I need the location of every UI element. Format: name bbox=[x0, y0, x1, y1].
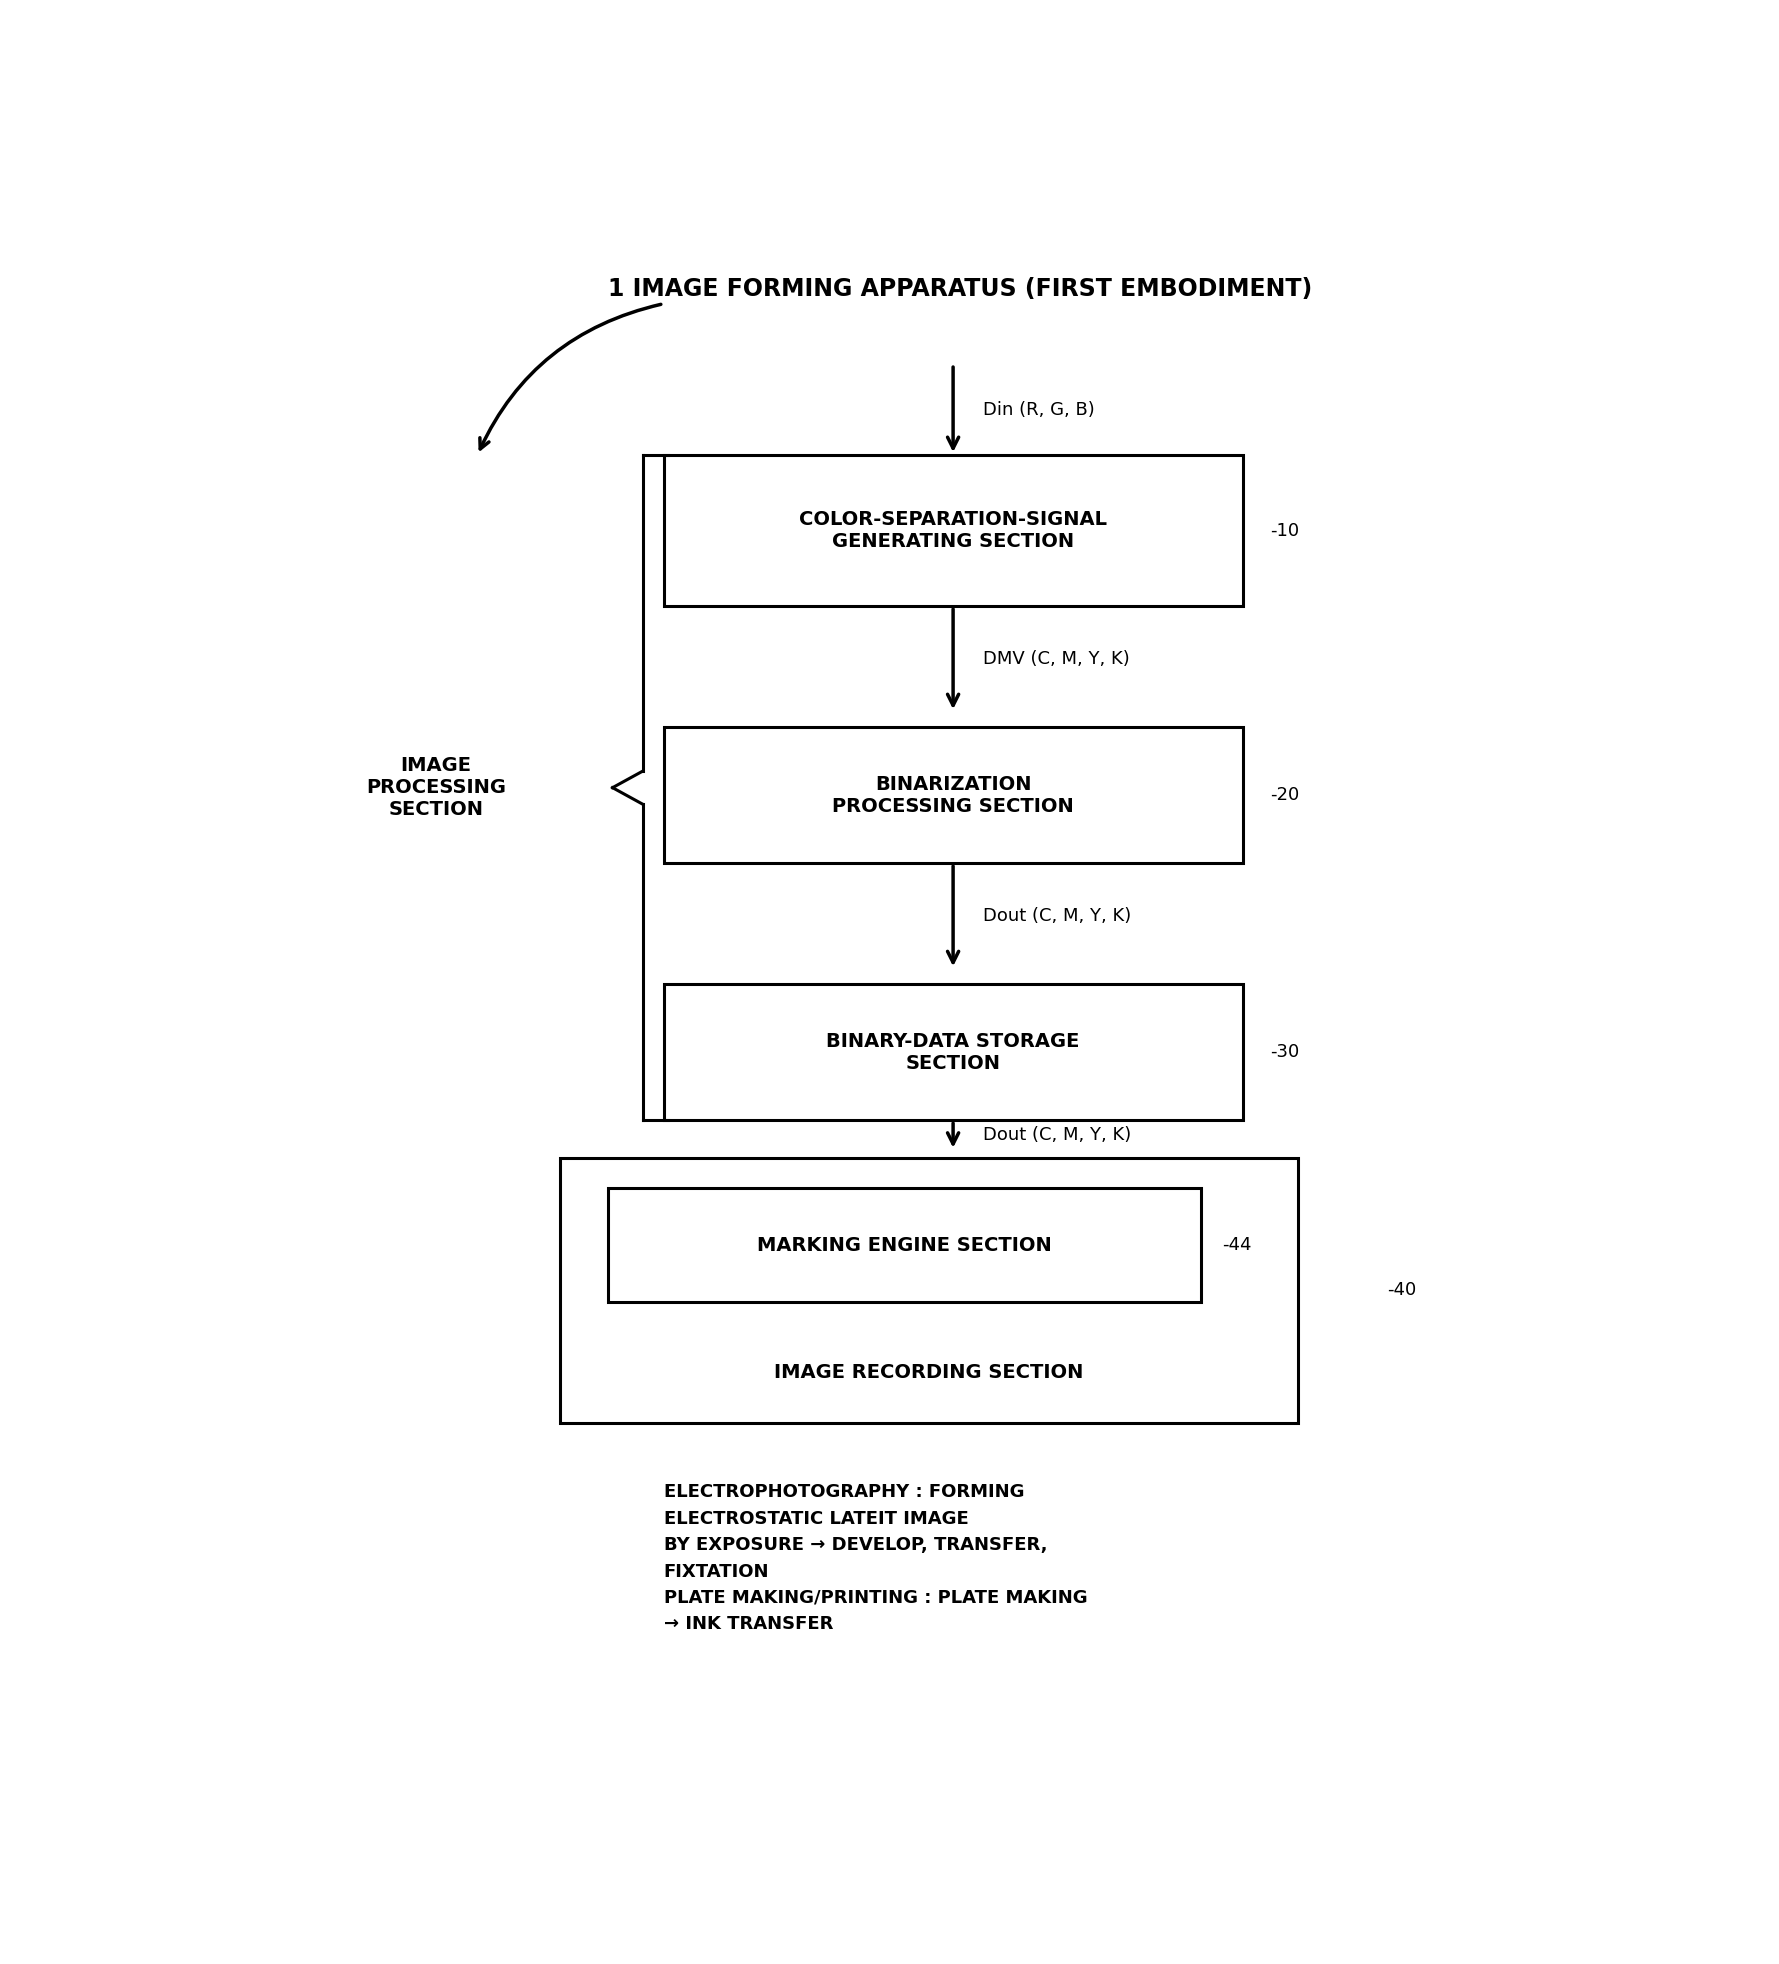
Text: IMAGE
PROCESSING
SECTION: IMAGE PROCESSING SECTION bbox=[366, 756, 505, 819]
Text: -40: -40 bbox=[1388, 1281, 1416, 1300]
Text: ELECTROPHOTOGRAPHY : FORMING
ELECTROSTATIC LATEIT IMAGE
BY EXPOSURE → DEVELOP, T: ELECTROPHOTOGRAPHY : FORMING ELECTROSTAT… bbox=[664, 1483, 1087, 1634]
Text: MARKING ENGINE SECTION: MARKING ENGINE SECTION bbox=[758, 1235, 1051, 1255]
Text: -20: -20 bbox=[1270, 786, 1299, 803]
Bar bbox=[664, 727, 1242, 864]
Text: COLOR-SEPARATION-SIGNAL
GENERATING SECTION: COLOR-SEPARATION-SIGNAL GENERATING SECTI… bbox=[799, 511, 1107, 552]
Text: Din (R, G, B): Din (R, G, B) bbox=[984, 401, 1096, 418]
Text: Dout (C, M, Y, K): Dout (C, M, Y, K) bbox=[984, 1127, 1131, 1145]
Text: Dout (C, M, Y, K): Dout (C, M, Y, K) bbox=[984, 907, 1131, 925]
Text: BINARY-DATA STORAGE
SECTION: BINARY-DATA STORAGE SECTION bbox=[827, 1031, 1080, 1072]
Bar bbox=[664, 984, 1242, 1119]
Text: BINARIZATION
PROCESSING SECTION: BINARIZATION PROCESSING SECTION bbox=[833, 774, 1075, 815]
Text: IMAGE RECORDING SECTION: IMAGE RECORDING SECTION bbox=[774, 1363, 1083, 1383]
Bar bbox=[560, 1159, 1299, 1422]
Text: -30: -30 bbox=[1270, 1043, 1299, 1061]
Text: 1 IMAGE FORMING APPARATUS (FIRST EMBODIMENT): 1 IMAGE FORMING APPARATUS (FIRST EMBODIM… bbox=[608, 277, 1313, 300]
Text: DMV (C, M, Y, K): DMV (C, M, Y, K) bbox=[984, 650, 1130, 668]
Bar bbox=[664, 456, 1242, 607]
Bar bbox=[608, 1188, 1201, 1302]
Text: -44: -44 bbox=[1222, 1235, 1251, 1255]
Text: -10: -10 bbox=[1270, 522, 1299, 540]
